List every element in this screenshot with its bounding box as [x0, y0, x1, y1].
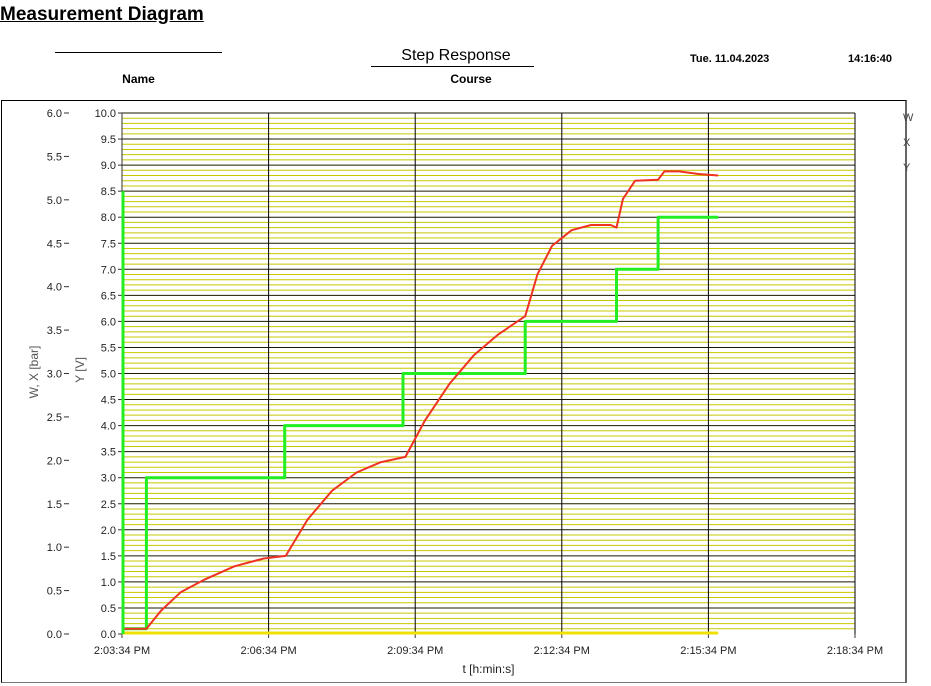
series-line-x	[122, 170, 719, 630]
name-label: Name	[122, 72, 155, 86]
y-right-tick-label: 3.0	[101, 473, 116, 485]
x-tick-label: 2:06:34 PM	[240, 645, 296, 657]
y-left-tick-label: 2.0	[47, 455, 62, 467]
y-left-tick-label: 0.5	[47, 586, 62, 598]
chart-frame	[1, 100, 907, 683]
y-left-tick-label: 3.5	[47, 325, 62, 337]
x-tick-label: 2:03:34 PM	[94, 645, 150, 657]
x-axis-label: t [h:min:s]	[462, 662, 514, 676]
y-right-axis-label: Y [V]	[73, 357, 87, 383]
name-field-line	[55, 52, 222, 53]
legend-item-w: W	[903, 112, 914, 124]
y-right-tick-label: 0.5	[101, 603, 116, 615]
course-value: Step Response	[401, 47, 511, 64]
y-right-tick-label: 1.5	[101, 551, 116, 563]
y-left-tick-label: 1.0	[47, 542, 62, 554]
y-right-tick-label: 4.5	[101, 395, 116, 407]
y-right-tick-label: 5.0	[101, 369, 116, 381]
y-right-tick-label: 3.5	[101, 447, 116, 459]
y-right-tick-label: 1.0	[101, 577, 116, 589]
y-right-tick-label: 6.5	[101, 290, 116, 302]
y-left-tick-label: 6.0	[47, 108, 62, 120]
y-left-tick-label: 4.5	[47, 238, 62, 250]
y-left-axis-label: W, X [bar]	[27, 346, 41, 399]
y-left-tick-label: 3.0	[47, 369, 62, 381]
y-right-tick-label: 7.0	[101, 264, 116, 276]
y-right-tick-label: 8.5	[101, 186, 116, 198]
series-line-w	[122, 215, 719, 631]
y-right-tick-label: 4.0	[101, 421, 116, 433]
y-right-tick-label: 9.5	[101, 134, 116, 146]
date-label: Tue. 11.04.2023	[690, 53, 770, 65]
y-right-tick-label: 10.0	[95, 108, 116, 120]
time-label: 14:16:40	[848, 53, 893, 65]
y-left-tick-label: 2.5	[47, 412, 62, 424]
y-right-tick-label: 9.0	[101, 160, 116, 172]
y-left-tick-label: 5.0	[47, 195, 62, 207]
x-tick-label: 2:12:34 PM	[534, 645, 590, 657]
y-left-tick-label: 5.5	[47, 151, 62, 163]
y-right-tick-label: 8.0	[101, 212, 116, 224]
x-tick-label: 2:18:34 PM	[827, 645, 883, 657]
page-title: Measurement Diagram	[0, 4, 204, 25]
y-left-tick-label: 1.5	[47, 499, 62, 511]
y-right-tick-label: 7.5	[101, 238, 116, 250]
course-label: Course	[450, 72, 492, 86]
y-right-tick-label: 6.0	[101, 316, 116, 328]
legend-item-x: X	[903, 137, 911, 149]
y-right-tick-label: 2.5	[101, 499, 116, 511]
legend-item-y: Y	[903, 162, 911, 174]
x-tick-label: 2:09:34 PM	[387, 645, 443, 657]
y-right-tick-label: 5.5	[101, 342, 116, 354]
x-tick-label: 2:15:34 PM	[680, 645, 736, 657]
y-left-tick-label: 4.0	[47, 282, 62, 294]
y-right-tick-label: 0.0	[101, 629, 116, 641]
y-left-tick-label: 0.0	[47, 629, 62, 641]
y-right-tick-label: 2.0	[101, 525, 116, 537]
course-field-line	[371, 66, 534, 67]
